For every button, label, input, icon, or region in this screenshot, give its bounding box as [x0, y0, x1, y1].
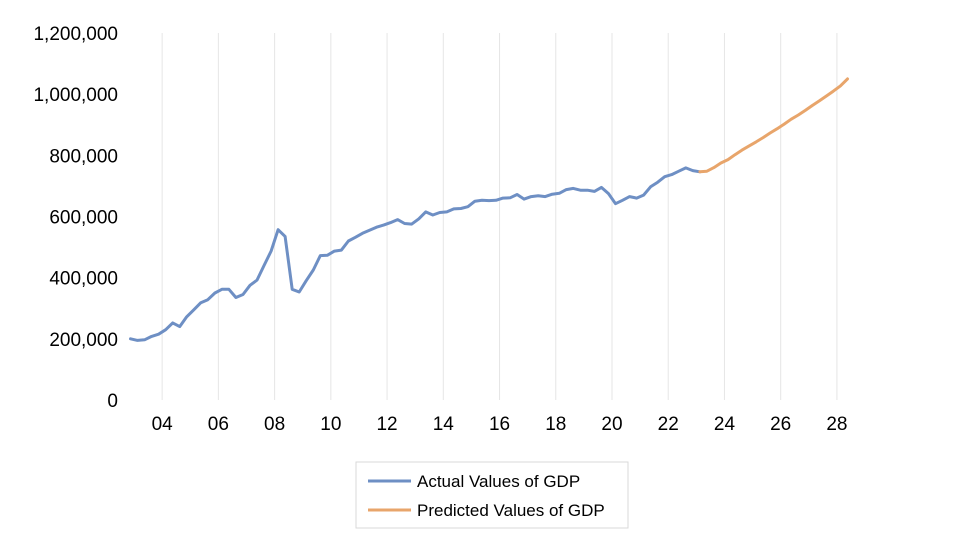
x-tick-label: 28: [826, 414, 847, 435]
x-tick-label: 04: [152, 414, 174, 435]
x-tick-label: 12: [376, 414, 397, 435]
x-tick-label: 18: [545, 414, 566, 435]
y-tick-label: 1,200,000: [33, 24, 118, 45]
x-tick-label: 10: [320, 414, 341, 435]
y-axis-tick-labels: 0 200,000 400,000 600,000 800,000 1,000,000 1,…: [33, 24, 118, 412]
legend-box: [355, 461, 629, 529]
x-tick-label: 08: [264, 414, 285, 435]
y-tick-label: 400,000: [49, 269, 118, 290]
x-tick-label: 20: [601, 414, 622, 435]
x-tick-label: 06: [208, 414, 229, 435]
series-lines: [129, 77, 849, 342]
x-tick-label: 14: [433, 414, 455, 435]
x-tick-label: 26: [770, 414, 791, 435]
series-line-predicted: [698, 77, 849, 174]
series-line-actual: [129, 166, 702, 342]
y-tick-label: 200,000: [49, 330, 118, 351]
x-tick-label: 22: [658, 414, 679, 435]
grid-lines: [161, 33, 838, 400]
y-tick-label: 800,000: [49, 146, 118, 167]
y-tick-label: 600,000: [49, 208, 118, 229]
y-tick-label: 0: [107, 391, 118, 412]
x-tick-label: 16: [489, 414, 510, 435]
legend-label-actual: Actual Values of GDP: [417, 472, 580, 491]
x-tick-label: 24: [714, 414, 736, 435]
y-tick-label: 1,000,000: [33, 85, 118, 106]
x-axis-tick-labels: 04 06 08 10 12 14 16 18 20 22 24 26 28: [152, 414, 848, 435]
legend-label-predicted: Predicted Values of GDP: [417, 501, 605, 520]
legend: Actual Values of GDP Predicted Values of…: [355, 461, 629, 529]
